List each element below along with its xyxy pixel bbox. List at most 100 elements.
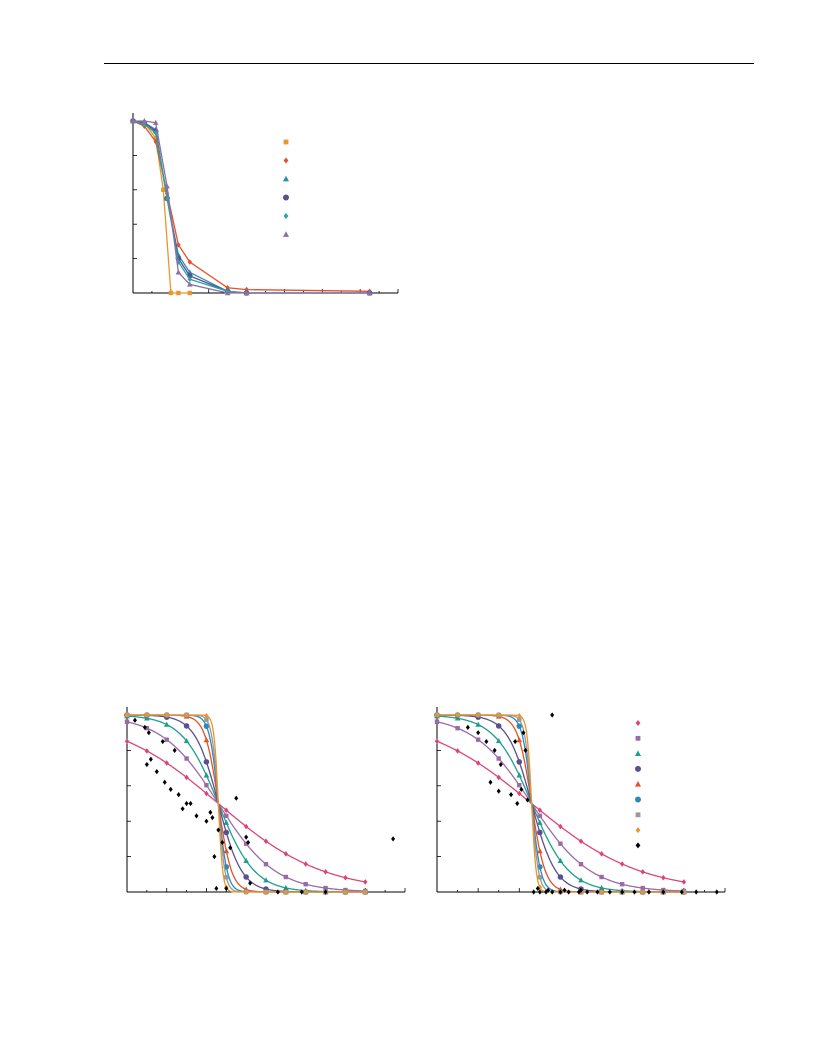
top-series-1-point (225, 285, 230, 291)
bottom-right-legend-marker-7 (635, 827, 641, 834)
bottom-right-series-1-point (475, 737, 481, 742)
top-series-5-point (243, 290, 250, 296)
bottom-right-scatter-point (525, 797, 530, 803)
top-series-0-point (153, 136, 158, 141)
bottom-left-scatter-point (176, 792, 181, 798)
bottom-left-scatter-point (246, 839, 251, 846)
bottom-right-scatter-point (531, 889, 536, 895)
bottom-right-series-0-point (681, 879, 687, 885)
bottom-left-series-7-point (243, 889, 249, 895)
bottom-left-series-7-point (283, 889, 289, 895)
bottom-right-series-1-point (517, 782, 522, 788)
bottom-left-series-7-point (303, 889, 308, 895)
bottom-left-scatter-point (224, 885, 229, 892)
top-legend-marker-3 (283, 194, 289, 201)
bottom-left-series-0-point (343, 874, 348, 881)
bottom-right-scatter-point (620, 889, 625, 895)
bottom-left-scatter-point (154, 769, 159, 775)
bottom-left-series-7-point (124, 712, 130, 718)
bottom-right-series-7-point (599, 889, 604, 895)
bottom-right-series-0-point (640, 869, 645, 875)
top-series-5-point (164, 183, 170, 189)
bottom-left-scatter-point (194, 813, 199, 819)
bottom-right-scatter-point (595, 889, 600, 895)
bottom-right-series-1-point (640, 885, 645, 891)
bottom-left-series-1-point (283, 874, 289, 880)
bottom-left-series-1-point (303, 882, 308, 887)
bottom-left-series-0-point (204, 790, 209, 797)
top-series-5-point (130, 118, 136, 124)
bottom-right-series-1-point (537, 813, 543, 819)
bottom-left-series-0-point (283, 851, 289, 857)
bottom-left-series-2-point (163, 721, 170, 727)
top-series-4-point (187, 276, 192, 283)
bottom-left-scatter-point (168, 786, 173, 792)
bottom-right-series-1-point (496, 756, 501, 761)
bottom-right-legend-marker-1 (635, 735, 641, 741)
bottom-left-scatter-point (172, 747, 177, 753)
bottom-right-series-2-point (557, 857, 564, 863)
bottom-left-series-4-point (223, 848, 230, 854)
bottom-left-series-2-point (183, 737, 190, 744)
top-series-1-point (176, 242, 181, 248)
bottom-left-series-0-point (263, 838, 269, 845)
top-legend-marker-0 (283, 139, 289, 145)
bottom-left-scatter-point (160, 738, 165, 745)
bottom-right-series-2-point (516, 772, 523, 778)
bottom-right-series-7-point (455, 712, 460, 718)
top-series-0-point (161, 187, 166, 192)
bottom-right-scatter-point (661, 889, 666, 895)
bottom-left-scatter-point (148, 756, 153, 762)
bottom-left-series-0-point (243, 823, 249, 830)
bottom-right-series-2-point (495, 737, 502, 744)
bottom-right-series-0-point (537, 807, 543, 814)
bottom-right-scatter-point (521, 730, 526, 736)
bottom-left-scatter-point (142, 724, 147, 730)
bottom-right-legend-marker-6 (635, 812, 641, 818)
bottom-right-scatter-point (585, 889, 590, 895)
bottom-right-scatter-point (546, 887, 551, 893)
bottom-right-series-1-point (434, 719, 440, 725)
bottom-right-series-4-line (437, 714, 684, 893)
bottom-left-series-1-point (243, 841, 249, 846)
bottom-left-series-0-point (124, 738, 130, 745)
bottom-right-scatter-point (579, 887, 583, 893)
bottom-left-series-3-point (243, 874, 249, 880)
bottom-right-series-0-point (475, 760, 481, 766)
bottom-right-scatter-point (550, 712, 555, 718)
bottom-right-series-5-point (516, 723, 523, 729)
bottom-left-scatter-point (299, 889, 304, 895)
bottom-right-legend-marker-5 (635, 796, 641, 803)
bottom-right-scatter-point (496, 788, 501, 794)
bottom-right-scatter-point (535, 885, 540, 892)
bottom-left-scatter-point (208, 809, 213, 815)
bottom-left-scatter-point (234, 795, 239, 801)
bottom-right-scatter-point (476, 730, 481, 736)
top-series-5-point (152, 119, 159, 125)
bottom-left-series-7-point (184, 712, 189, 718)
bottom-right-scatter-point (513, 738, 518, 745)
bottom-right-series-3-point (495, 723, 502, 729)
bottom-left-scatter-point (391, 836, 396, 842)
bottom-left-scatter-point (180, 806, 185, 812)
bottom-left-scatter-point (162, 779, 167, 785)
bottom-left-series-0-point (303, 861, 308, 867)
bottom-right-scatter-point (519, 786, 524, 792)
bottom-right-scatter-point (646, 889, 651, 895)
top-series-1-point (153, 138, 158, 145)
bottom-left-series-2-point (223, 819, 230, 825)
bottom-right-series-0-point (619, 861, 625, 867)
bottom-right-scatter-point (465, 724, 470, 730)
bottom-right-legend-marker-0 (635, 720, 641, 726)
bottom-right-series-0-point (434, 738, 440, 745)
bottom-left-scatter-point (228, 845, 233, 851)
bottom-right-scatter-point (714, 889, 719, 895)
bottom-right-series-7-point (640, 889, 645, 895)
bottom-left-scatter-point (248, 880, 253, 886)
bottom-right-series-0-point (578, 838, 584, 845)
bottom-left-scatter-point (132, 717, 137, 723)
top-series-0-point (168, 290, 174, 296)
bottom-right-series-4-point (516, 737, 523, 743)
bottom-right-series-0-point (517, 790, 522, 797)
